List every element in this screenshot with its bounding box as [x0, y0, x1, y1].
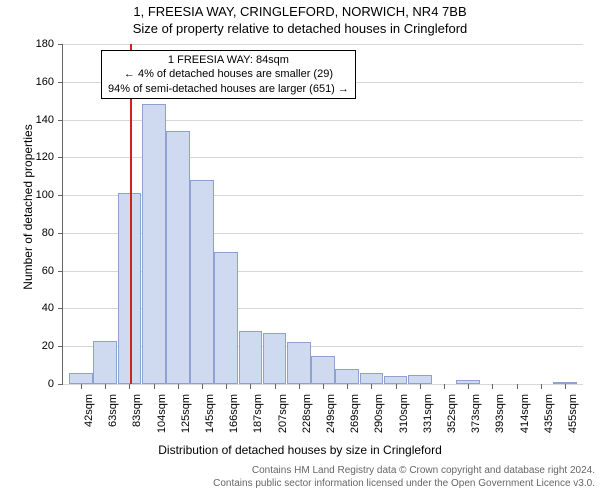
ytick-label: 80: [14, 228, 54, 239]
ytick-label: 100: [14, 190, 54, 201]
ytick-label: 120: [14, 152, 54, 163]
xtick-label: 187sqm: [252, 394, 264, 444]
xtick-label: 414sqm: [519, 394, 531, 444]
xtick-label: 290sqm: [373, 394, 385, 444]
xtick-label: 207sqm: [277, 394, 289, 444]
annotation-line: 94% of semi-detached houses are larger (…: [108, 82, 349, 96]
ytick-label: 180: [14, 39, 54, 50]
annotation-line: ← 4% of detached houses are smaller (29): [108, 67, 349, 81]
histogram-bar: [408, 375, 432, 384]
histogram-bar: [287, 342, 311, 384]
footer-line2: Contains public sector information licen…: [0, 477, 595, 490]
xtick-label: 249sqm: [325, 394, 337, 444]
ytick-label: 20: [14, 341, 54, 352]
plot-area: 42sqm63sqm83sqm104sqm125sqm145sqm166sqm1…: [62, 44, 583, 385]
histogram-bar: [93, 341, 117, 384]
ytick-label: 140: [14, 115, 54, 126]
histogram-bar: [263, 333, 287, 384]
annotation-box: 1 FREESIA WAY: 84sqm← 4% of detached hou…: [101, 50, 356, 99]
histogram-bar: [142, 104, 166, 384]
chart-title-line1: 1, FREESIA WAY, CRINGLEFORD, NORWICH, NR…: [0, 4, 600, 19]
y-axis-label: Number of detached properties: [21, 107, 35, 307]
x-axis-label: Distribution of detached houses by size …: [0, 443, 600, 457]
footer-attribution: Contains HM Land Registry data © Crown c…: [0, 464, 595, 490]
xtick-label: 435sqm: [543, 394, 555, 444]
xtick-label: 42sqm: [83, 394, 95, 444]
histogram-bar: [335, 369, 359, 384]
xtick-label: 352sqm: [446, 394, 458, 444]
xtick-label: 166sqm: [228, 394, 240, 444]
xtick-label: 373sqm: [470, 394, 482, 444]
chart-title-line2: Size of property relative to detached ho…: [0, 21, 600, 36]
xtick-label: 63sqm: [107, 394, 119, 444]
histogram-bar: [166, 131, 190, 384]
histogram-bar: [239, 331, 263, 384]
histogram-bar: [384, 376, 408, 384]
xtick-label: 104sqm: [156, 394, 168, 444]
histogram-bar: [214, 252, 238, 384]
footer-line1: Contains HM Land Registry data © Crown c…: [0, 464, 595, 477]
ytick-label: 0: [14, 379, 54, 390]
xtick-label: 83sqm: [131, 394, 143, 444]
ytick-label: 60: [14, 266, 54, 277]
xtick-label: 455sqm: [567, 394, 579, 444]
xtick-label: 125sqm: [180, 394, 192, 444]
xtick-label: 145sqm: [204, 394, 216, 444]
histogram-bar: [311, 356, 335, 384]
histogram-bar: [69, 373, 93, 384]
xtick-label: 331sqm: [422, 394, 434, 444]
annotation-line: 1 FREESIA WAY: 84sqm: [108, 53, 349, 67]
histogram-bar: [360, 373, 384, 384]
xtick-label: 228sqm: [301, 394, 313, 444]
xtick-label: 393sqm: [494, 394, 506, 444]
histogram-bar: [190, 180, 214, 384]
ytick-label: 40: [14, 303, 54, 314]
xtick-label: 269sqm: [349, 394, 361, 444]
xtick-label: 310sqm: [398, 394, 410, 444]
ytick-label: 160: [14, 77, 54, 88]
